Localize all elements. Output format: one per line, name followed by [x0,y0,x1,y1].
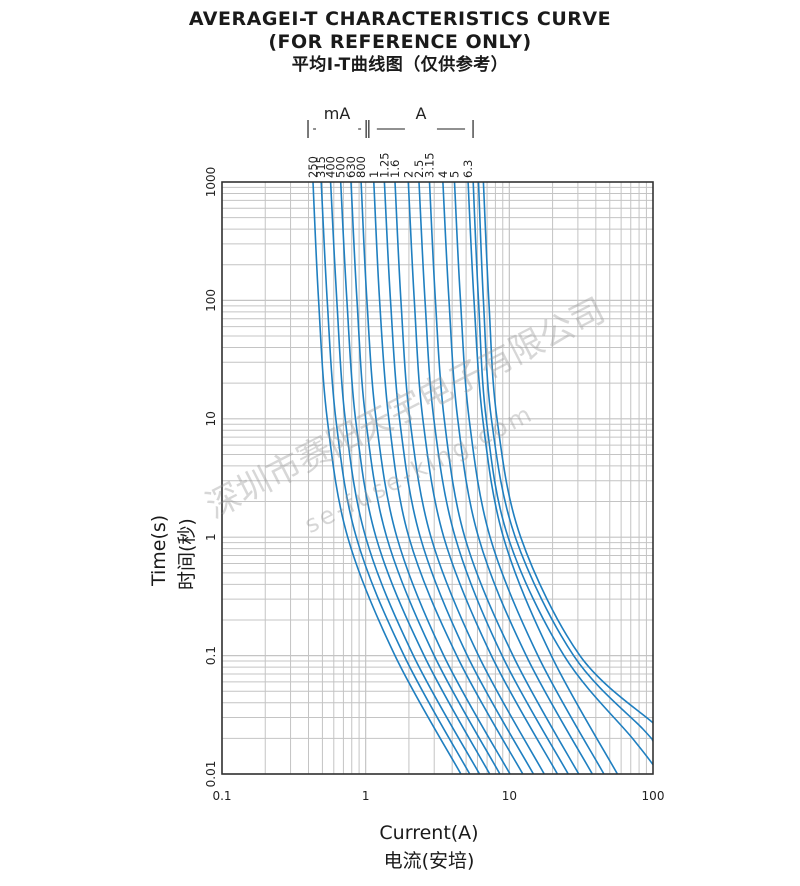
curve-5 [453,181,605,775]
rating-label: 250 [306,156,320,178]
x-tick-label: 10 [502,789,517,803]
rating-label: 3.15 [422,152,436,178]
x-tick-label: 100 [642,789,665,803]
curve-extra [472,181,654,766]
curve-4 [442,181,593,775]
rating-label: 1.6 [388,160,402,178]
rating-label: 2 [401,171,415,178]
rating-label: 400 [324,156,338,178]
curve-400 [329,181,481,775]
curve-500 [339,181,491,775]
chart-title-cn: 平均I-T曲线图（仅供参考） [291,55,509,75]
x-axis-label: Current(A) [379,822,479,844]
rating-label: 4 [436,171,450,178]
curve-1.6 [394,181,545,775]
curve-800 [360,181,511,775]
plot-frame [221,181,654,775]
y-tick-label: 100 [204,289,218,312]
curve-250 [312,181,462,775]
title-block: AVERAGEI-T CHARACTERISTICS CURVE (FOR RE… [0,8,800,77]
curve-3.15 [428,181,580,775]
curve-2.5 [418,181,569,775]
x-tick-label: 1 [362,789,370,803]
curves [312,181,654,775]
chart-subtitle: (FOR REFERENCE ONLY) [268,31,532,53]
x-axis-label-cn: 电流(安培) [383,850,475,872]
rating-label: 500 [334,156,348,178]
rating-label: 6.3 [461,160,475,178]
curve-extra [482,181,654,724]
curve-1 [373,181,524,775]
y-tick-label: 10 [204,411,218,426]
rating-label: 2.5 [412,160,426,178]
rating-label: 315 [314,156,328,178]
curve-2 [407,181,559,775]
y-axis-label-cn: 时间(秒) [176,518,198,590]
rating-label: 630 [344,156,358,178]
chart-title: AVERAGEI-T CHARACTERISTICS CURVE [188,8,612,30]
group-label: A [415,104,426,123]
y-axis-label: Time(s) [148,514,170,586]
curve-1.25 [383,181,535,775]
curve-630 [350,181,501,775]
y-tick-label: 0.01 [204,761,218,788]
rating-label: 800 [354,156,368,178]
y-tick-label: 1000 [204,167,218,198]
x-tick-label: 0.1 [212,789,231,803]
y-tick-label: 1 [204,533,218,541]
curve-6.3 [467,181,619,775]
curve-315 [320,181,471,775]
rating-label: 5 [447,171,461,178]
curve-extra [477,181,654,742]
rating-label: 1.25 [377,152,391,178]
rating-label: 1 [367,171,381,178]
y-tick-label: 0.1 [204,646,218,665]
group-label: mA [324,104,351,123]
